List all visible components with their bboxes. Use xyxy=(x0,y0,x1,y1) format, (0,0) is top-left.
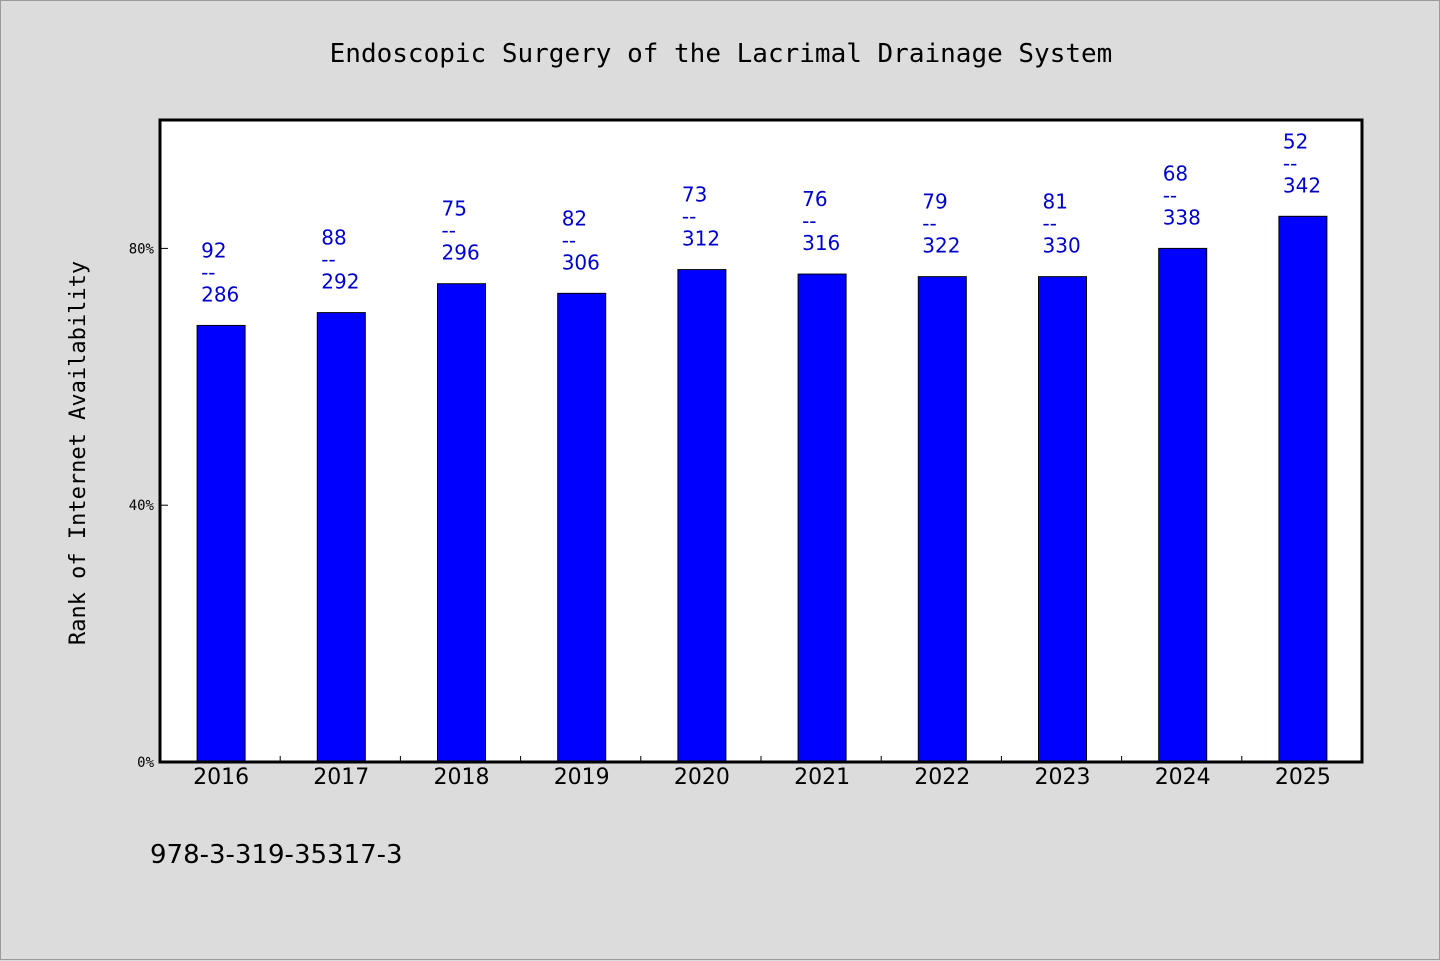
x-tick-label: 2024 xyxy=(1155,765,1211,790)
x-tick-label: 2018 xyxy=(434,765,490,790)
y-tick-label: 80% xyxy=(129,241,155,257)
axis-layer: 2016 2017 2018 2019 2020 2021 2022 2023 2024 2025… xyxy=(129,241,1331,790)
y-axis-label: Rank of Internet Availability xyxy=(66,261,91,645)
data-label-denominator: 286 xyxy=(201,282,239,306)
data-label-numerator: 73 xyxy=(682,183,707,207)
data-label-denominator: 330 xyxy=(1043,234,1081,258)
data-label-separator: -- xyxy=(1163,183,1177,207)
data-label-numerator: 79 xyxy=(922,190,947,214)
data-labels-layer: 92--28688--29275--29682--30673--31276--3… xyxy=(201,129,1321,306)
data-label-separator: -- xyxy=(682,205,696,229)
data-label-numerator: 92 xyxy=(201,238,226,262)
data-label-numerator: 76 xyxy=(802,187,827,211)
data-label-denominator: 312 xyxy=(682,227,720,251)
x-tick-label: 2017 xyxy=(313,765,369,790)
data-label-separator: -- xyxy=(321,248,335,272)
x-tick-label: 2022 xyxy=(914,765,970,790)
data-label-denominator: 322 xyxy=(922,234,960,258)
x-tick-label: 2016 xyxy=(193,765,249,790)
data-label-denominator: 316 xyxy=(802,231,840,255)
x-tick-label: 2020 xyxy=(674,765,730,790)
chart-title: Endoscopic Surgery of the Lacrimal Drain… xyxy=(330,39,1113,69)
bar-2019 xyxy=(557,292,607,763)
data-label-separator: -- xyxy=(1043,212,1057,236)
y-tick-label: 40% xyxy=(129,498,155,514)
data-label-numerator: 52 xyxy=(1283,129,1308,153)
data-label-separator: -- xyxy=(201,260,215,284)
data-label-denominator: 292 xyxy=(321,270,359,294)
isbn-footer: 978-3-319-35317-3 xyxy=(150,840,403,870)
x-tick-label: 2021 xyxy=(794,765,850,790)
x-tick-label: 2025 xyxy=(1275,765,1331,790)
data-label-separator: -- xyxy=(802,209,816,233)
data-label-denominator: 342 xyxy=(1283,173,1321,197)
x-tick-label: 2019 xyxy=(554,765,610,790)
bar-2023 xyxy=(1038,276,1087,763)
bar-2022 xyxy=(917,276,967,763)
data-label-numerator: 75 xyxy=(442,197,467,221)
data-label-separator: -- xyxy=(442,219,456,243)
bar-2018 xyxy=(437,283,486,763)
data-label-denominator: 338 xyxy=(1163,205,1201,229)
bar-2020 xyxy=(677,269,727,763)
data-label-numerator: 68 xyxy=(1163,161,1188,185)
x-tick-label: 2023 xyxy=(1035,765,1091,790)
data-label-separator: -- xyxy=(1283,151,1297,175)
data-label-numerator: 81 xyxy=(1043,190,1068,214)
bar-2021 xyxy=(797,273,847,763)
data-label-numerator: 82 xyxy=(562,206,587,230)
data-label-denominator: 306 xyxy=(562,250,600,274)
bars-layer xyxy=(196,215,1328,763)
data-label-denominator: 296 xyxy=(442,241,480,265)
data-label-separator: -- xyxy=(562,228,576,252)
data-label-numerator: 88 xyxy=(321,226,346,250)
data-label-separator: -- xyxy=(922,212,936,236)
y-tick-label: 0% xyxy=(137,755,154,771)
bar-2025 xyxy=(1278,215,1328,763)
bar-2024 xyxy=(1158,247,1208,763)
bar-2016 xyxy=(196,324,246,763)
bar-2017 xyxy=(316,312,366,763)
